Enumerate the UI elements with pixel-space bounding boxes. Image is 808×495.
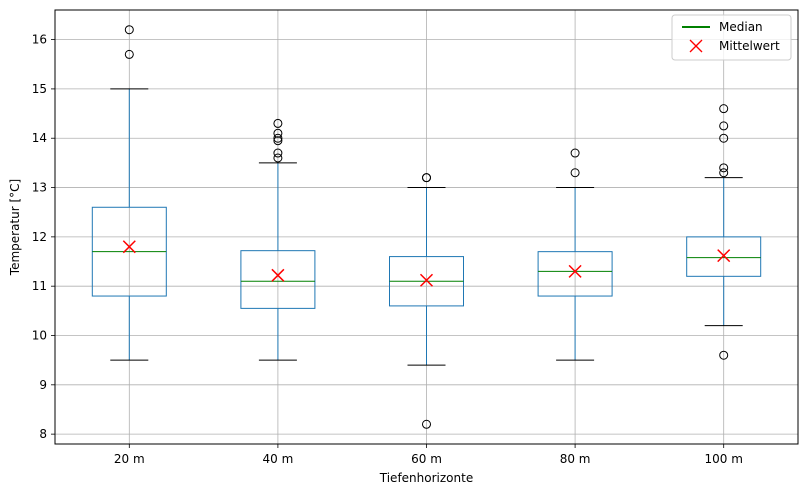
outlier-point xyxy=(570,148,580,158)
box-group xyxy=(537,148,613,361)
box-group xyxy=(389,173,464,429)
outlier-point xyxy=(422,173,431,183)
ticks-layer: 8 9 10 11 12 13 14 15 16 20 m 40 m 60 m 80 m 100 m xyxy=(32,33,743,466)
legend-median-label: Median xyxy=(719,20,763,34)
mean-marker xyxy=(717,249,731,263)
y-tick-label: 12 xyxy=(32,230,47,244)
boxes-layer xyxy=(91,25,762,429)
legend: Median Mittelwert xyxy=(671,14,792,61)
y-tick-label: 11 xyxy=(32,279,47,293)
x-tick-label: 80 m xyxy=(560,452,591,466)
outlier-point xyxy=(273,128,283,138)
legend-mean-label: Mittelwert xyxy=(719,39,780,53)
outlier-point xyxy=(273,118,283,128)
mean-marker-stroke xyxy=(419,273,434,287)
mean-marker xyxy=(568,264,582,278)
outlier-point xyxy=(422,419,431,429)
outlier-point xyxy=(273,153,283,163)
mean-marker-stroke xyxy=(717,249,731,263)
y-axis-label: Temperatur [°C] xyxy=(8,179,22,276)
outlier-point xyxy=(719,133,729,143)
outlier-point xyxy=(124,25,134,35)
y-tick-label: 8 xyxy=(39,427,47,441)
x-tick-label: 40 m xyxy=(263,452,294,466)
outlier-point xyxy=(719,168,729,178)
outlier-point xyxy=(570,168,580,178)
y-tick-label: 9 xyxy=(39,378,47,392)
x-tick-label: 100 m xyxy=(704,452,742,466)
x-tick-label: 20 m xyxy=(114,452,145,466)
iqr-box xyxy=(537,251,613,297)
outlier-point xyxy=(273,136,283,146)
outlier-point xyxy=(719,121,729,131)
mean-marker-stroke xyxy=(271,268,285,282)
box-group xyxy=(91,25,167,361)
iqr-box xyxy=(686,236,762,277)
outlier-point xyxy=(719,350,729,360)
outlier-point xyxy=(124,49,134,59)
box-group xyxy=(686,104,762,360)
outlier-point xyxy=(273,148,283,158)
outlier-point xyxy=(273,133,283,143)
legend-mean-swatch xyxy=(689,39,703,53)
y-tick-label: 15 xyxy=(32,82,47,96)
iqr-box xyxy=(240,250,316,309)
x-tick-label: 60 m xyxy=(411,452,442,466)
y-tick-label: 16 xyxy=(32,33,47,47)
mean-marker xyxy=(122,240,136,254)
mean-marker-stroke xyxy=(122,240,136,254)
outlier-point xyxy=(719,163,729,173)
mean-marker xyxy=(419,273,434,287)
mean-marker xyxy=(271,268,285,282)
mean-marker-stroke xyxy=(568,264,582,278)
outlier-point xyxy=(719,104,729,114)
y-tick-label: 10 xyxy=(32,329,47,343)
box-group xyxy=(240,118,316,361)
x-axis-label: Tiefenhorizonte xyxy=(379,471,473,485)
y-tick-label: 13 xyxy=(32,181,47,195)
y-tick-label: 14 xyxy=(32,131,47,145)
